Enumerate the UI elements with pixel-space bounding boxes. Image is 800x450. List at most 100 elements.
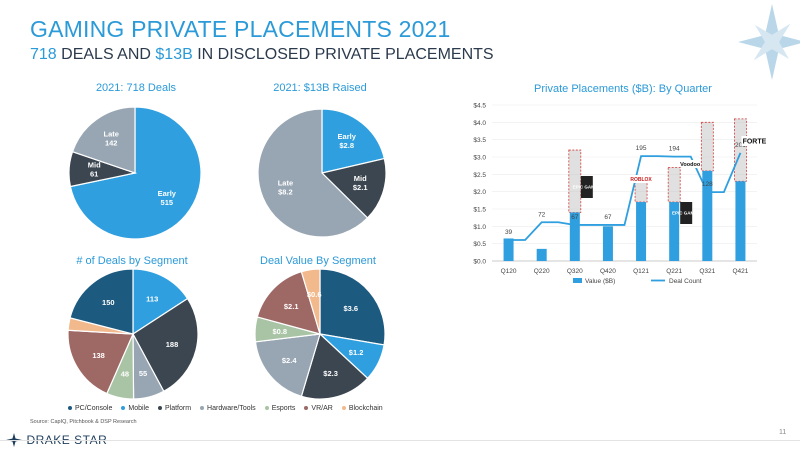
pie-value-pc-console: 150 xyxy=(102,298,115,307)
x-tick-label: Q121 xyxy=(633,268,649,275)
y-tick-label: $3.0 xyxy=(473,155,486,162)
large-deal-segment xyxy=(734,118,747,182)
pie-value-segment-title: Deal Value By Segment xyxy=(260,255,376,267)
company-logo-bg xyxy=(681,160,700,168)
y-tick-label: $2.5 xyxy=(473,172,486,179)
pie-value-mobile: 113 xyxy=(146,295,158,304)
company-logo-epic-games: EPIC GAMES xyxy=(573,185,601,190)
pie-value-early: 515 xyxy=(161,198,174,207)
bar-q420 xyxy=(602,226,613,261)
pie-value-esports: $0.8 xyxy=(272,327,287,336)
company-logo-bg xyxy=(741,136,768,146)
page-title: GAMING PRIVATE PLACEMENTS 2021 xyxy=(30,16,451,42)
subtitle-text-2: IN DISCLOSED PRIVATE PLACEMENTS xyxy=(192,46,494,63)
star-decoration-icon xyxy=(738,4,800,80)
legend-swatch xyxy=(68,406,72,411)
legend-swatch xyxy=(157,406,162,411)
bar-q120 xyxy=(503,238,514,261)
deal-count-line xyxy=(508,152,742,241)
pie-value-mobile: $1.2 xyxy=(349,348,364,357)
bar-legend-swatch xyxy=(573,278,582,283)
logo-text: DRAKE STAR xyxy=(26,432,108,447)
logo-star-icon xyxy=(6,432,22,447)
pie-slice-early xyxy=(321,108,386,174)
x-tick-label: Q220 xyxy=(534,268,550,275)
page-number: 11 xyxy=(779,429,787,436)
pie-value-platform: $2.3 xyxy=(323,369,338,378)
legend-label: Platform xyxy=(164,405,192,412)
pie-slice-late xyxy=(71,106,136,174)
pie-label-mid: Mid xyxy=(88,161,101,170)
x-tick-label: Q221 xyxy=(666,268,682,275)
legend-swatch xyxy=(200,406,205,411)
y-tick-label: $0.0 xyxy=(473,259,486,266)
pie-raised-stage-title: 2021: $13B Raised xyxy=(273,82,367,94)
bar-q220 xyxy=(536,248,547,261)
pie-slice-pc-console xyxy=(319,268,386,346)
subtitle-text-1: DEALS AND xyxy=(56,46,156,63)
bar-legend-value: Value ($B) xyxy=(585,278,615,285)
quarterly-placements-chart: Private Placements ($B): By Quarter $0.0 $… xyxy=(473,83,768,285)
legend-label: Hardware/Tools xyxy=(207,405,256,412)
legend-label: Esports xyxy=(271,405,296,412)
pie-slice-vrar xyxy=(67,329,134,395)
large-deal-segment xyxy=(568,149,582,213)
pie-deals-segment-title: # of Deals by Segment xyxy=(76,255,188,267)
deal-count-label: 195 xyxy=(636,145,647,152)
company-logo-voodoo: Voodoo xyxy=(680,162,701,168)
pie-value-late: $8.2 xyxy=(278,187,293,196)
pie-value-vrar: 138 xyxy=(92,351,105,360)
large-deal-segment xyxy=(667,167,681,203)
legend-label: PC/Console xyxy=(75,405,113,412)
pie-value-blockchain: $0.6 xyxy=(307,290,322,299)
pie-slice-mid xyxy=(320,157,387,219)
x-tick-label: Q420 xyxy=(600,268,616,275)
deal-count-label: 67 xyxy=(571,214,579,221)
legend-swatch xyxy=(121,406,126,411)
pie-value-mid: 61 xyxy=(90,170,98,179)
bar-q121 xyxy=(636,202,647,261)
x-tick-label: Q120 xyxy=(501,268,517,275)
legend-item-mobile: Mobile xyxy=(121,405,149,412)
large-deal-segment xyxy=(700,121,714,172)
legend-swatch xyxy=(304,406,309,411)
y-tick-label: $0.5 xyxy=(473,241,486,248)
source-note: Source: CapIQ, Pitchbook & DSP Research xyxy=(30,419,137,425)
pie-label-early: Early xyxy=(158,189,177,198)
y-tick-label: $4.5 xyxy=(473,103,486,110)
pie-value-hardware: $2.4 xyxy=(282,356,297,365)
company-logo-bg xyxy=(680,202,693,224)
pie-value-pc-console: $3.6 xyxy=(343,304,358,313)
legend-swatch xyxy=(341,406,346,411)
company-logo-forte: FORTE xyxy=(743,138,767,145)
pie-slice-blockchain xyxy=(300,268,321,335)
legend-item-platform: Platform xyxy=(157,405,192,412)
pie-chart-raised-by-stage: Early$2.8 Mid$2.1 Late$8.2 xyxy=(257,108,387,238)
large-deal-segment xyxy=(634,180,648,203)
pie-value-platform: 188 xyxy=(166,340,179,349)
line-legend-count: Deal Count xyxy=(669,278,702,285)
pie-slice-platform xyxy=(300,332,369,400)
y-tick-label: $1.0 xyxy=(473,224,486,231)
subtitle-amount: $13B xyxy=(155,46,193,63)
pie-value-late: 142 xyxy=(105,139,118,148)
pie-deals-stage-title: 2021: 718 Deals xyxy=(95,82,177,94)
legend-item-vr-ar: VR/AR xyxy=(304,405,333,412)
company-logo-epic-games: EPIC GAMES xyxy=(672,211,700,216)
y-tick-label: $3.5 xyxy=(473,137,486,144)
y-tick-label: $1.5 xyxy=(473,207,486,214)
pie-slice-vrar xyxy=(256,270,321,335)
pie-value-hardware: 55 xyxy=(139,369,147,378)
bar-chart-title: Private Placements ($B): By Quarter xyxy=(534,83,712,95)
deal-count-label: 128 xyxy=(702,181,713,188)
x-tick-label: Q320 xyxy=(567,268,583,275)
page-subtitle: 718 DEALS AND $13B IN DISCLOSED PRIVATE … xyxy=(30,46,494,64)
x-tick-label: Q321 xyxy=(699,268,715,275)
legend-item-esports: Esports xyxy=(264,405,296,412)
pie-value-esports: 48 xyxy=(121,370,129,379)
pie-slice-mobile xyxy=(132,268,189,336)
bar-q221 xyxy=(669,202,680,261)
pie-chart-deals-by-segment: 113 188 55 48 138 150 xyxy=(67,268,199,400)
deal-count-label: 194 xyxy=(669,146,680,153)
